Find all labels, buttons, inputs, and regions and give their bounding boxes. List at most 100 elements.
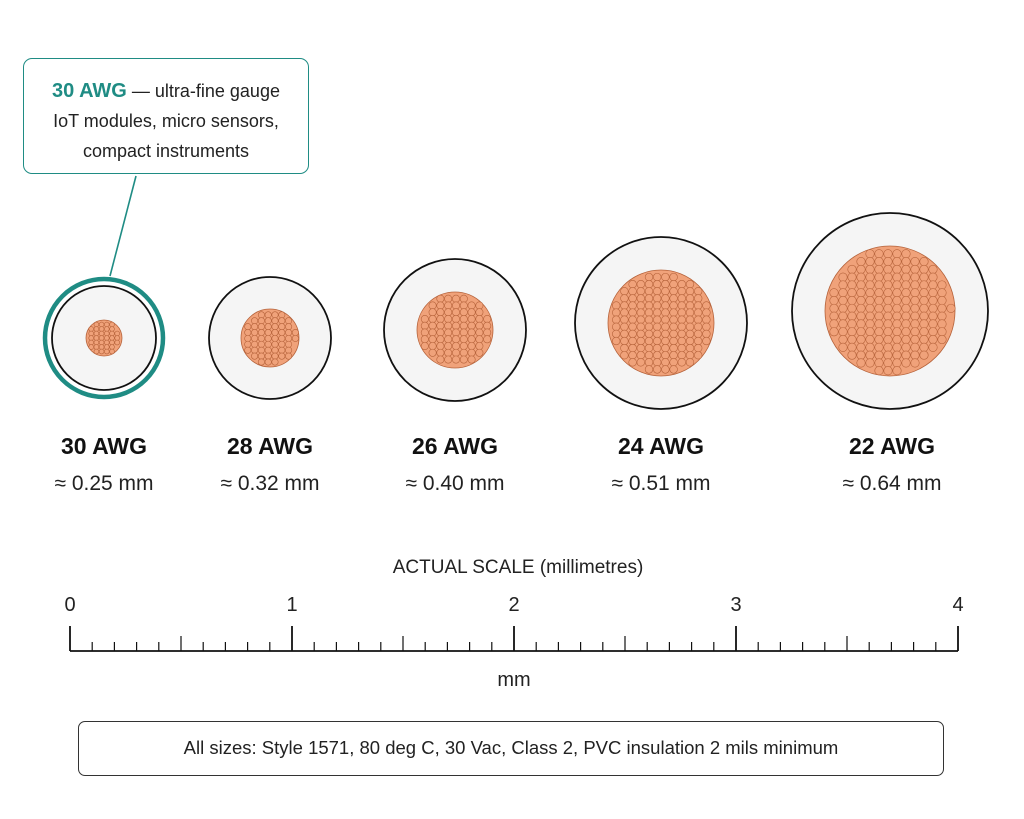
strand-24awg [661, 322, 670, 331]
strand-24awg [653, 301, 662, 310]
strand-22awg [883, 311, 893, 321]
strand-22awg [838, 280, 848, 290]
strand-28awg [251, 346, 259, 354]
strand-22awg [892, 366, 902, 376]
strand-22awg [829, 303, 839, 313]
strand-22awg [865, 327, 875, 337]
strand-30awg [88, 335, 94, 341]
strand-24awg [620, 308, 629, 317]
strand-22awg [919, 288, 929, 298]
strand-30awg [88, 339, 94, 346]
strand-24awg [677, 351, 686, 360]
strand-22awg [865, 334, 875, 345]
strand-22awg [856, 264, 866, 274]
strand-24awg [661, 301, 670, 310]
strand-28awg [278, 329, 286, 337]
strand-28awg [278, 334, 286, 342]
strand-22awg [829, 288, 839, 298]
strand-24awg [694, 322, 703, 331]
strand-22awg [847, 327, 857, 337]
strand-26awg [444, 328, 453, 337]
strand-22awg [856, 272, 866, 282]
strand-28awg [251, 334, 259, 342]
strand-26awg [444, 355, 453, 364]
strand-26awg [436, 321, 445, 330]
strand-24awg [694, 343, 703, 353]
strand-22awg [856, 280, 866, 290]
callout-title-rest: — ultra-fine gauge [126, 81, 280, 101]
strand-26awg [459, 335, 468, 344]
strand-24awg [702, 329, 711, 339]
strand-22awg [865, 280, 875, 290]
strand-28awg [264, 311, 272, 319]
strand-28awg [271, 317, 279, 325]
strand-24awg [653, 287, 662, 296]
strand-22awg [901, 249, 911, 259]
strand-26awg [483, 328, 492, 337]
strand-28awg [264, 317, 272, 325]
strand-28awg [244, 329, 252, 337]
strand-24awg [677, 315, 686, 324]
strand-28awg [257, 334, 265, 342]
strand-22awg [838, 334, 848, 345]
strand-26awg [436, 315, 445, 323]
strand-26awg [436, 348, 445, 357]
strand-26awg [436, 328, 445, 337]
strand-28awg [264, 346, 272, 354]
strand-24awg [685, 294, 695, 303]
strand-26awg [475, 348, 484, 357]
strand-22awg [856, 327, 866, 337]
strand-26awg [459, 321, 468, 330]
strand-22awg [892, 342, 902, 352]
strand-26awg [452, 355, 460, 364]
strand-30awg [98, 348, 105, 355]
strand-28awg [285, 346, 293, 354]
strand-24awg [685, 336, 695, 346]
strand-24awg [636, 351, 645, 360]
gauge-name-30awg: 30 AWG [60, 433, 148, 459]
strand-22awg [874, 319, 884, 329]
strand-22awg [865, 342, 875, 352]
strand-24awg [661, 287, 670, 296]
strand-24awg [685, 343, 695, 353]
strand-26awg [452, 308, 460, 317]
strand-28awg [251, 340, 259, 348]
strand-22awg [901, 280, 911, 290]
strand-26awg [467, 308, 476, 317]
strand-26awg [467, 328, 476, 337]
strand-28awg [251, 323, 259, 331]
strand-26awg [452, 348, 460, 357]
strand-26awg [428, 328, 437, 337]
strand-24awg [685, 322, 695, 331]
strand-28awg [257, 323, 265, 331]
strand-24awg [694, 308, 703, 317]
gauge-name-22awg: 22 AWG [848, 433, 936, 459]
strand-30awg [98, 326, 105, 332]
strand-22awg [829, 296, 839, 306]
strand-24awg [620, 322, 629, 331]
strand-26awg [428, 335, 437, 344]
strand-24awg [612, 329, 621, 339]
strand-22awg [892, 249, 902, 259]
strand-24awg [628, 315, 637, 324]
strand-24awg [653, 336, 662, 346]
strand-22awg [910, 327, 920, 337]
strand-30awg [104, 321, 110, 328]
strand-24awg [644, 272, 654, 282]
strand-24awg [612, 315, 621, 324]
strand-26awg [444, 348, 453, 357]
strand-30awg [93, 326, 100, 332]
strand-24awg [612, 308, 621, 317]
strand-30awg [93, 335, 100, 341]
strand-22awg [919, 342, 929, 352]
strand-22awg [910, 342, 920, 352]
strand-22awg [865, 319, 875, 329]
strand-22awg [847, 288, 857, 298]
strand-22awg [856, 319, 866, 329]
strand-28awg [278, 311, 286, 319]
strand-30awg [104, 330, 110, 337]
callout-line-2: compact instruments [82, 141, 250, 161]
gauge-diameter-22awg: ≈ 0.64 mm [842, 472, 942, 495]
strand-22awg [847, 350, 857, 360]
strand-28awg [257, 352, 265, 360]
